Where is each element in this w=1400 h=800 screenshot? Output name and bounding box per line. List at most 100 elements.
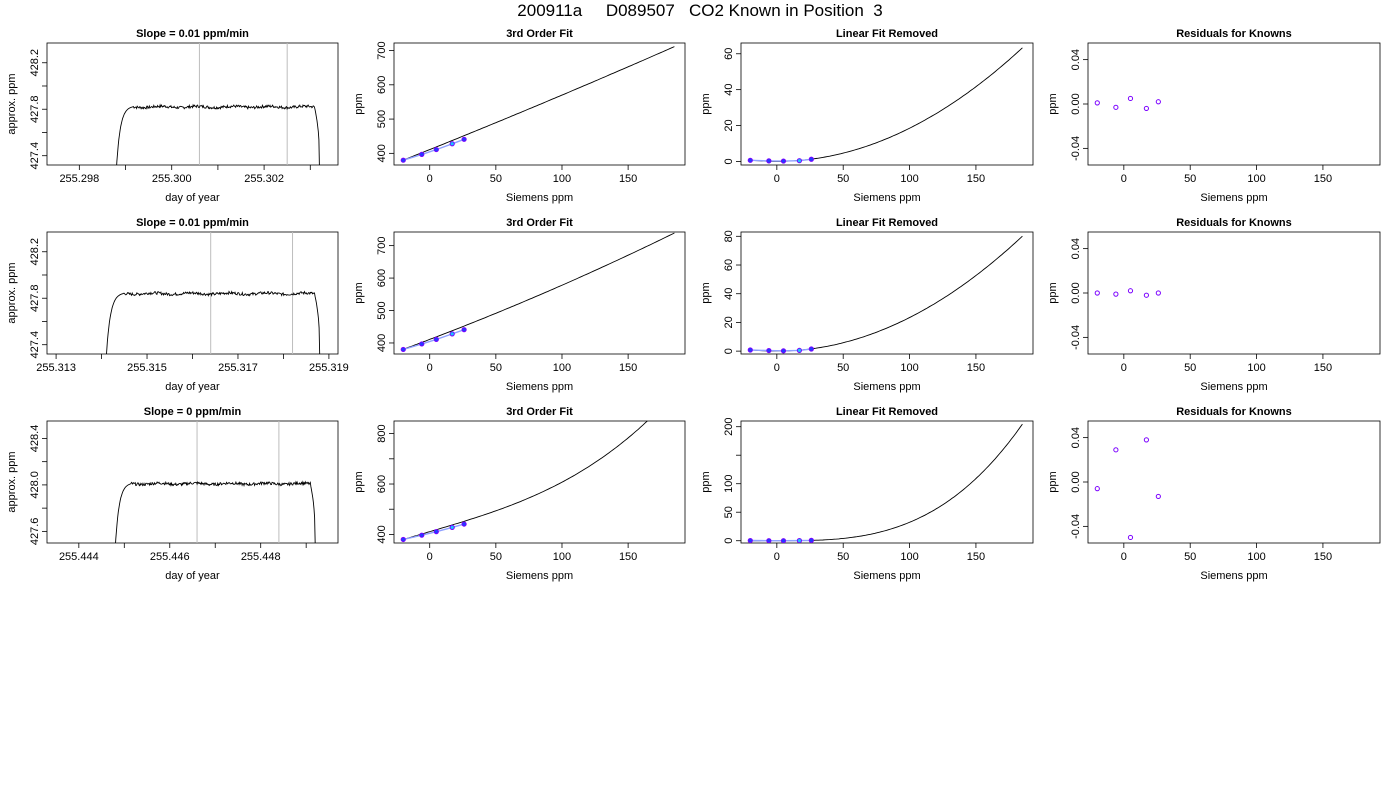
chart-2-2-title: Linear Fit Removed — [836, 406, 938, 418]
chart-1-2-xtick-label: 0 — [774, 362, 780, 374]
chart-0-3-xtick-label: 50 — [1184, 173, 1196, 185]
chart-2-3-title: Residuals for Knowns — [1176, 406, 1292, 418]
chart-1-1-xtick-label: 50 — [490, 362, 502, 374]
chart-2-0-frame — [46, 420, 339, 544]
chart-1-1-ytick-label: 400 — [376, 334, 388, 352]
chart-1-2-xtick-label: 150 — [967, 362, 985, 374]
chart-1-1-ytick-label: 600 — [376, 269, 388, 287]
chart-2-2-point — [780, 538, 787, 543]
chart-2-1-xtick-label: 150 — [619, 551, 637, 563]
chart-1-0-xtick-label: 255.313 — [36, 362, 76, 374]
chart-2-1-title: 3rd Order Fit — [506, 406, 573, 418]
chart-1-1-point — [419, 341, 425, 347]
chart-1-0-xtick-label: 255.317 — [218, 362, 258, 374]
chart-2-3-point — [1094, 486, 1100, 492]
chart-2-1-ytick-label: 800 — [376, 424, 388, 442]
chart-1-1: 3rd Order Fit 0 50 100 150 400 500 600 700 Siemen… — [353, 217, 686, 393]
chart-1-1-xtick-label: 150 — [619, 362, 637, 374]
chart-0-3-point — [1143, 105, 1150, 112]
chart-2-2-xtick-label: 0 — [774, 551, 780, 563]
chart-1-2-ytick-label: 40 — [723, 288, 735, 300]
chart-2-1-known-segment — [403, 523, 465, 541]
chart-0-1-point — [400, 157, 406, 163]
chart-1-0-trace-line — [106, 290, 321, 354]
chart-2-2-xtick-label: 50 — [837, 551, 849, 563]
chart-0-2-point — [747, 157, 753, 163]
chart-1-2-point — [808, 346, 814, 352]
chart-1-3-point — [1155, 290, 1161, 296]
chart-0-0-xlabel: day of year — [165, 192, 220, 204]
chart-0-0-title: Slope = 0.01 ppm/min — [136, 28, 249, 40]
chart-0-2-point — [808, 156, 814, 162]
chart-0-2-ytick-label: 20 — [723, 119, 735, 131]
chart-1-2-frame — [740, 231, 1034, 355]
chart-0-0-ytick-label: 428.2 — [29, 49, 41, 77]
chart-1-3-xlabel: Siemens ppm — [1200, 381, 1267, 393]
chart-1-1-xtick-label: 0 — [427, 362, 433, 374]
chart-1-2-point — [780, 348, 787, 354]
chart-1-2-xtick-label: 100 — [900, 362, 918, 374]
chart-1-0-data — [106, 232, 321, 354]
chart-2-3-point — [1127, 534, 1134, 541]
chart-2-1-point — [449, 524, 455, 530]
chart-2-2-xtick-label: 150 — [967, 551, 985, 563]
chart-2-0-trace-line — [115, 480, 316, 543]
chart-2-0-xtick-label: 255.446 — [150, 551, 190, 563]
chart-2-2-xtick-label: 100 — [900, 551, 918, 563]
chart-0-2-point — [796, 158, 803, 164]
chart-1-2-fit-curve — [750, 235, 1023, 352]
chart-0-2-xtick-label: 50 — [837, 173, 849, 185]
chart-0-2-fit-curve — [750, 47, 1023, 162]
chart-2-3-frame — [1087, 420, 1381, 544]
chart-2-1-point — [400, 536, 406, 543]
chart-0-0-xtick-label: 255.298 — [59, 173, 99, 185]
chart-2-0-data — [115, 421, 316, 543]
chart-2-0-xlabel: day of year — [165, 570, 220, 582]
chart-1-2-point — [796, 347, 803, 354]
chart-0-3-point — [1113, 104, 1119, 110]
chart-1-2-point — [747, 347, 753, 353]
chart-0-0-xtick-label: 255.302 — [244, 173, 284, 185]
chart-2-0-xtick-label: 255.448 — [241, 551, 281, 563]
chart-1-3-point — [1094, 290, 1100, 296]
chart-2-0-ytick-label: 427.6 — [29, 518, 41, 546]
chart-1-2-known-segment — [750, 348, 812, 352]
chart-1-0-title: Slope = 0.01 ppm/min — [136, 217, 249, 229]
chart-1-1-title: 3rd Order Fit — [506, 217, 573, 229]
chart-0-0-trace-line — [116, 103, 320, 165]
chart-0-3-point — [1155, 99, 1161, 105]
chart-2-0-ytick-label: 428.0 — [29, 471, 41, 499]
chart-2-1-frame — [393, 420, 686, 544]
chart-1-0-ylabel: approx. ppm — [6, 262, 18, 323]
chart-2-1-xlabel: Siemens ppm — [506, 570, 573, 582]
chart-1-1-point — [461, 327, 467, 333]
chart-0-3-point — [1094, 100, 1100, 106]
chart-1-3-ytick-label: 0.04 — [1070, 238, 1082, 259]
chart-0-0-frame — [46, 42, 339, 166]
chart-2-3-point — [1155, 493, 1161, 500]
chart-2-1-xtick-label: 0 — [427, 551, 433, 563]
chart-0-1-fit-curve — [403, 46, 675, 161]
page-title: 200911a D089507 CO2 Known in Position 3 — [517, 1, 883, 20]
chart-1-2-ytick-label: 0 — [723, 348, 735, 354]
chart-2-3: Residuals for Knowns 0 50 100 150 -0.04 0.00 0.… — [1047, 406, 1381, 582]
chart-0-2-xtick-label: 150 — [967, 173, 985, 185]
chart-1-3-xtick-label: 0 — [1121, 362, 1127, 374]
chart-2-3-point — [1143, 437, 1150, 443]
chart-1-1-ytick-label: 700 — [376, 236, 388, 254]
chart-0-2-ytick-label: 60 — [723, 48, 735, 60]
chart-0-1-frame — [393, 42, 686, 166]
chart-0-3-ytick-label: 0.00 — [1070, 93, 1082, 114]
chart-1-2-ytick-label: 60 — [723, 259, 735, 271]
chart-1-1-ytick-label: 500 — [376, 301, 388, 319]
chart-1-1-xtick-label: 100 — [553, 362, 571, 374]
chart-2-2-point — [808, 537, 814, 543]
chart-1-2-title: Linear Fit Removed — [836, 217, 938, 229]
chart-2-3-xtick-label: 100 — [1247, 551, 1265, 563]
chart-0-3-title: Residuals for Knowns — [1176, 28, 1292, 40]
chart-0-1-xlabel: Siemens ppm — [506, 192, 573, 204]
chart-2-1-point — [419, 532, 425, 538]
chart-2-2-ytick-label: 0 — [723, 538, 735, 544]
chart-0-0-ytick-label: 427.8 — [29, 95, 41, 123]
